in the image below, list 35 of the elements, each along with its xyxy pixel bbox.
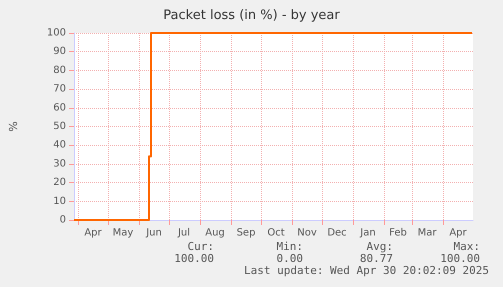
y-tick-label: 70 — [53, 84, 66, 95]
x-tick-label: Aug — [205, 228, 225, 238]
text: Cur: — [188, 240, 214, 253]
y-tick-label: 90 — [53, 46, 66, 58]
x-tick-label: May — [112, 228, 134, 238]
x-tick-label: Mar — [418, 228, 438, 238]
text: 100.00 — [174, 252, 214, 265]
text: Min: — [276, 240, 303, 253]
text: Last update: Wed Apr 30 20:02:09 2025 — [244, 264, 490, 277]
text: Avg: — [366, 240, 393, 253]
x-tick-label: Sep — [236, 228, 256, 238]
y-tick-label: 10 — [53, 196, 66, 207]
x-tick-label: Dec — [327, 228, 347, 238]
y-tick-label: 50 — [53, 121, 66, 132]
y-tick-label: 40 — [53, 140, 66, 151]
text: Max: — [454, 240, 480, 253]
x-tick-label: Jan — [359, 228, 376, 238]
x-tick-label: Jun — [145, 228, 162, 238]
y-tick-label: 80 — [53, 64, 66, 76]
y-axis-title: % — [7, 121, 20, 132]
x-tick-label: Oct — [267, 228, 285, 238]
text: 100.00 — [440, 252, 480, 265]
y-tick-label: 60 — [53, 102, 66, 114]
y-tick-label: 0 — [60, 214, 66, 226]
y-tick-label: 100 — [46, 28, 66, 38]
y-tick-label: 30 — [53, 158, 66, 170]
x-tick-label: Nov — [297, 228, 317, 238]
y-tick-label: 20 — [53, 177, 66, 188]
x-tick-label: Apr — [84, 228, 103, 238]
text: 80.77 — [360, 252, 393, 265]
x-tick-label: Feb — [389, 228, 407, 238]
x-tick-label: Jul — [176, 228, 190, 238]
text: 0.00 — [276, 252, 303, 265]
x-tick-label: Apr — [449, 228, 468, 238]
chart-title: Packet loss (in %) - by year — [163, 8, 340, 23]
